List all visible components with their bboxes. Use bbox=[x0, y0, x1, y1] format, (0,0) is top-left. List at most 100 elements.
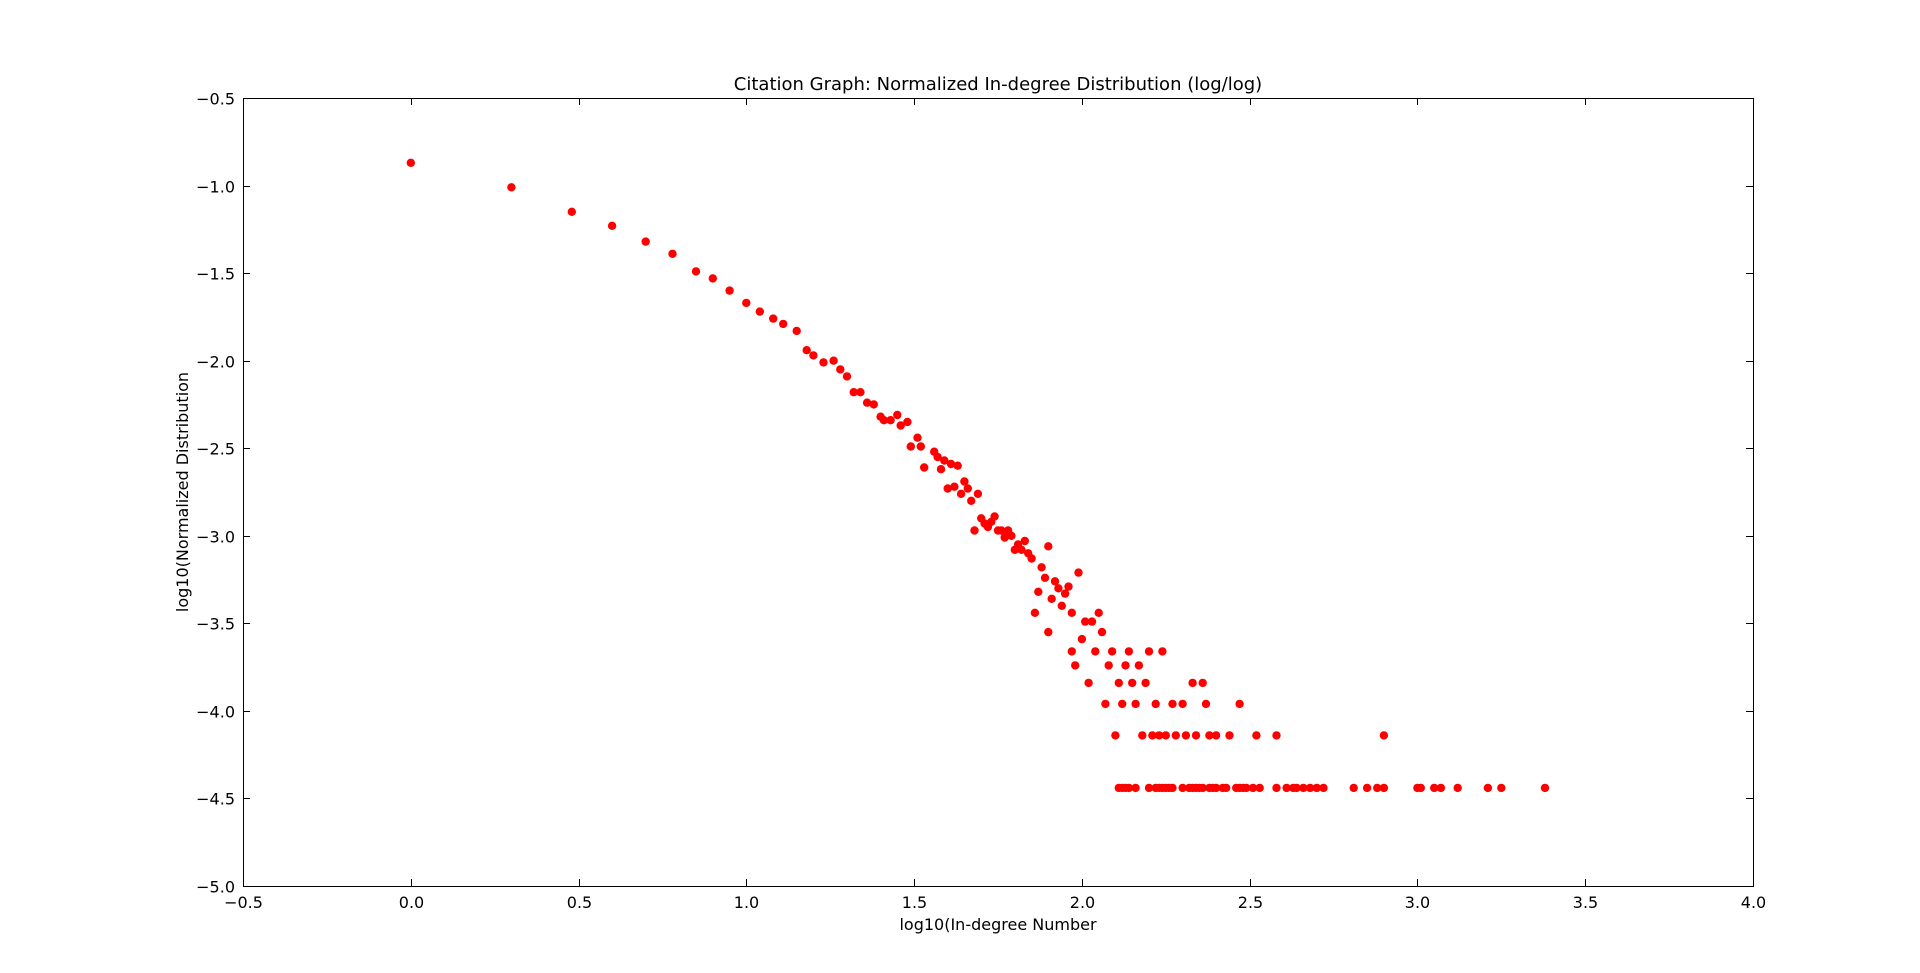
y-tick-label: −5.0 bbox=[196, 878, 235, 897]
data-point bbox=[1181, 731, 1191, 740]
data-point bbox=[1104, 661, 1113, 670]
y-tick-label: −4.0 bbox=[196, 703, 235, 722]
x-tick-label: 4.0 bbox=[1741, 893, 1766, 912]
data-point bbox=[906, 442, 915, 451]
data-point bbox=[1124, 783, 1134, 793]
data-point bbox=[862, 398, 872, 407]
data-point bbox=[953, 461, 962, 470]
data-point bbox=[1161, 731, 1171, 740]
data-point bbox=[1540, 783, 1550, 793]
data-point bbox=[1067, 647, 1077, 656]
chart-title: Citation Graph: Normalized In-degree Dis… bbox=[734, 74, 1262, 95]
data-point bbox=[1379, 783, 1389, 793]
data-point bbox=[836, 365, 845, 374]
y-tick-label: −0.5 bbox=[196, 90, 235, 109]
data-point bbox=[1000, 533, 1009, 542]
plot-area bbox=[243, 98, 1753, 886]
data-point bbox=[742, 298, 751, 308]
data-point bbox=[1205, 731, 1214, 740]
data-point bbox=[893, 410, 902, 420]
data-point bbox=[967, 496, 976, 505]
data-point bbox=[607, 221, 617, 230]
data-point bbox=[1087, 617, 1097, 626]
data-point bbox=[769, 314, 778, 323]
data-point bbox=[1074, 568, 1083, 577]
data-point bbox=[990, 512, 999, 521]
data-point bbox=[1305, 783, 1315, 793]
data-point bbox=[691, 267, 701, 276]
data-point bbox=[1154, 731, 1164, 740]
data-point bbox=[1017, 545, 1026, 554]
y-tick-label: −2.0 bbox=[196, 353, 235, 372]
y-tick-label: −2.5 bbox=[196, 440, 235, 459]
data-point bbox=[1211, 783, 1221, 793]
data-point bbox=[802, 346, 811, 355]
data-point bbox=[1178, 783, 1187, 793]
data-point bbox=[1064, 582, 1073, 591]
y-tick-label: −4.5 bbox=[196, 790, 235, 809]
y-tick-label: −3.0 bbox=[196, 528, 235, 547]
data-point bbox=[1198, 678, 1207, 688]
data-point bbox=[1483, 783, 1493, 793]
x-tick-label: 2.0 bbox=[1070, 893, 1095, 912]
data-point bbox=[960, 477, 969, 486]
data-point bbox=[755, 307, 764, 316]
data-point bbox=[1134, 661, 1144, 670]
data-point bbox=[1067, 608, 1077, 617]
data-point bbox=[1201, 699, 1211, 709]
x-axis-label: log10(In-degree Number bbox=[899, 915, 1096, 934]
data-point bbox=[933, 452, 942, 462]
data-point bbox=[1430, 783, 1439, 793]
x-tick-label: 0.5 bbox=[567, 893, 592, 912]
y-axis-label: log10(Normalized Distribution bbox=[173, 372, 192, 612]
data-point bbox=[1097, 627, 1107, 637]
data-point bbox=[879, 416, 889, 425]
x-tick-label: 0.0 bbox=[399, 893, 424, 912]
data-point bbox=[829, 356, 838, 365]
data-point bbox=[842, 372, 852, 381]
data-point bbox=[1292, 783, 1301, 793]
data-point bbox=[1191, 731, 1201, 740]
data-point bbox=[1178, 699, 1187, 709]
data-point bbox=[1141, 678, 1150, 688]
data-point bbox=[913, 433, 922, 442]
data-point bbox=[1299, 783, 1308, 793]
data-point bbox=[1040, 573, 1050, 582]
data-point bbox=[1222, 783, 1231, 793]
data-point bbox=[1168, 699, 1177, 709]
data-point bbox=[1272, 783, 1281, 793]
data-point bbox=[849, 388, 858, 397]
data-points bbox=[406, 158, 1550, 793]
data-point bbox=[936, 465, 946, 474]
data-point bbox=[1158, 647, 1167, 656]
x-tick-label: 1.0 bbox=[734, 893, 759, 912]
data-point bbox=[1255, 783, 1264, 793]
data-point bbox=[1107, 647, 1117, 656]
data-point bbox=[1211, 731, 1221, 740]
data-point bbox=[1349, 783, 1358, 793]
data-point bbox=[1312, 783, 1322, 793]
y-tick-label: −1.5 bbox=[196, 265, 235, 284]
data-point bbox=[943, 484, 952, 493]
data-point bbox=[1091, 647, 1100, 656]
data-point bbox=[792, 326, 801, 336]
plot-frame bbox=[243, 98, 1754, 887]
data-point bbox=[1416, 783, 1426, 793]
data-point bbox=[1071, 661, 1080, 670]
data-point bbox=[1282, 783, 1291, 793]
data-point bbox=[946, 459, 956, 469]
data-point bbox=[1118, 699, 1127, 709]
data-point bbox=[708, 274, 717, 283]
data-point bbox=[1124, 647, 1134, 656]
data-point bbox=[1044, 542, 1053, 551]
data-point bbox=[1007, 531, 1016, 540]
data-point bbox=[973, 489, 983, 498]
data-point bbox=[903, 417, 912, 427]
data-point bbox=[641, 237, 650, 246]
data-point bbox=[1242, 783, 1251, 793]
data-point bbox=[1037, 563, 1046, 572]
data-point bbox=[997, 526, 1006, 535]
axis-ticks: −0.5 0.0 0.5 1.0 1.5 2.0 2.5 3.0 3.5 4.0 −0.5 −1.0 −… bbox=[196, 90, 1766, 913]
data-point bbox=[1034, 587, 1043, 596]
